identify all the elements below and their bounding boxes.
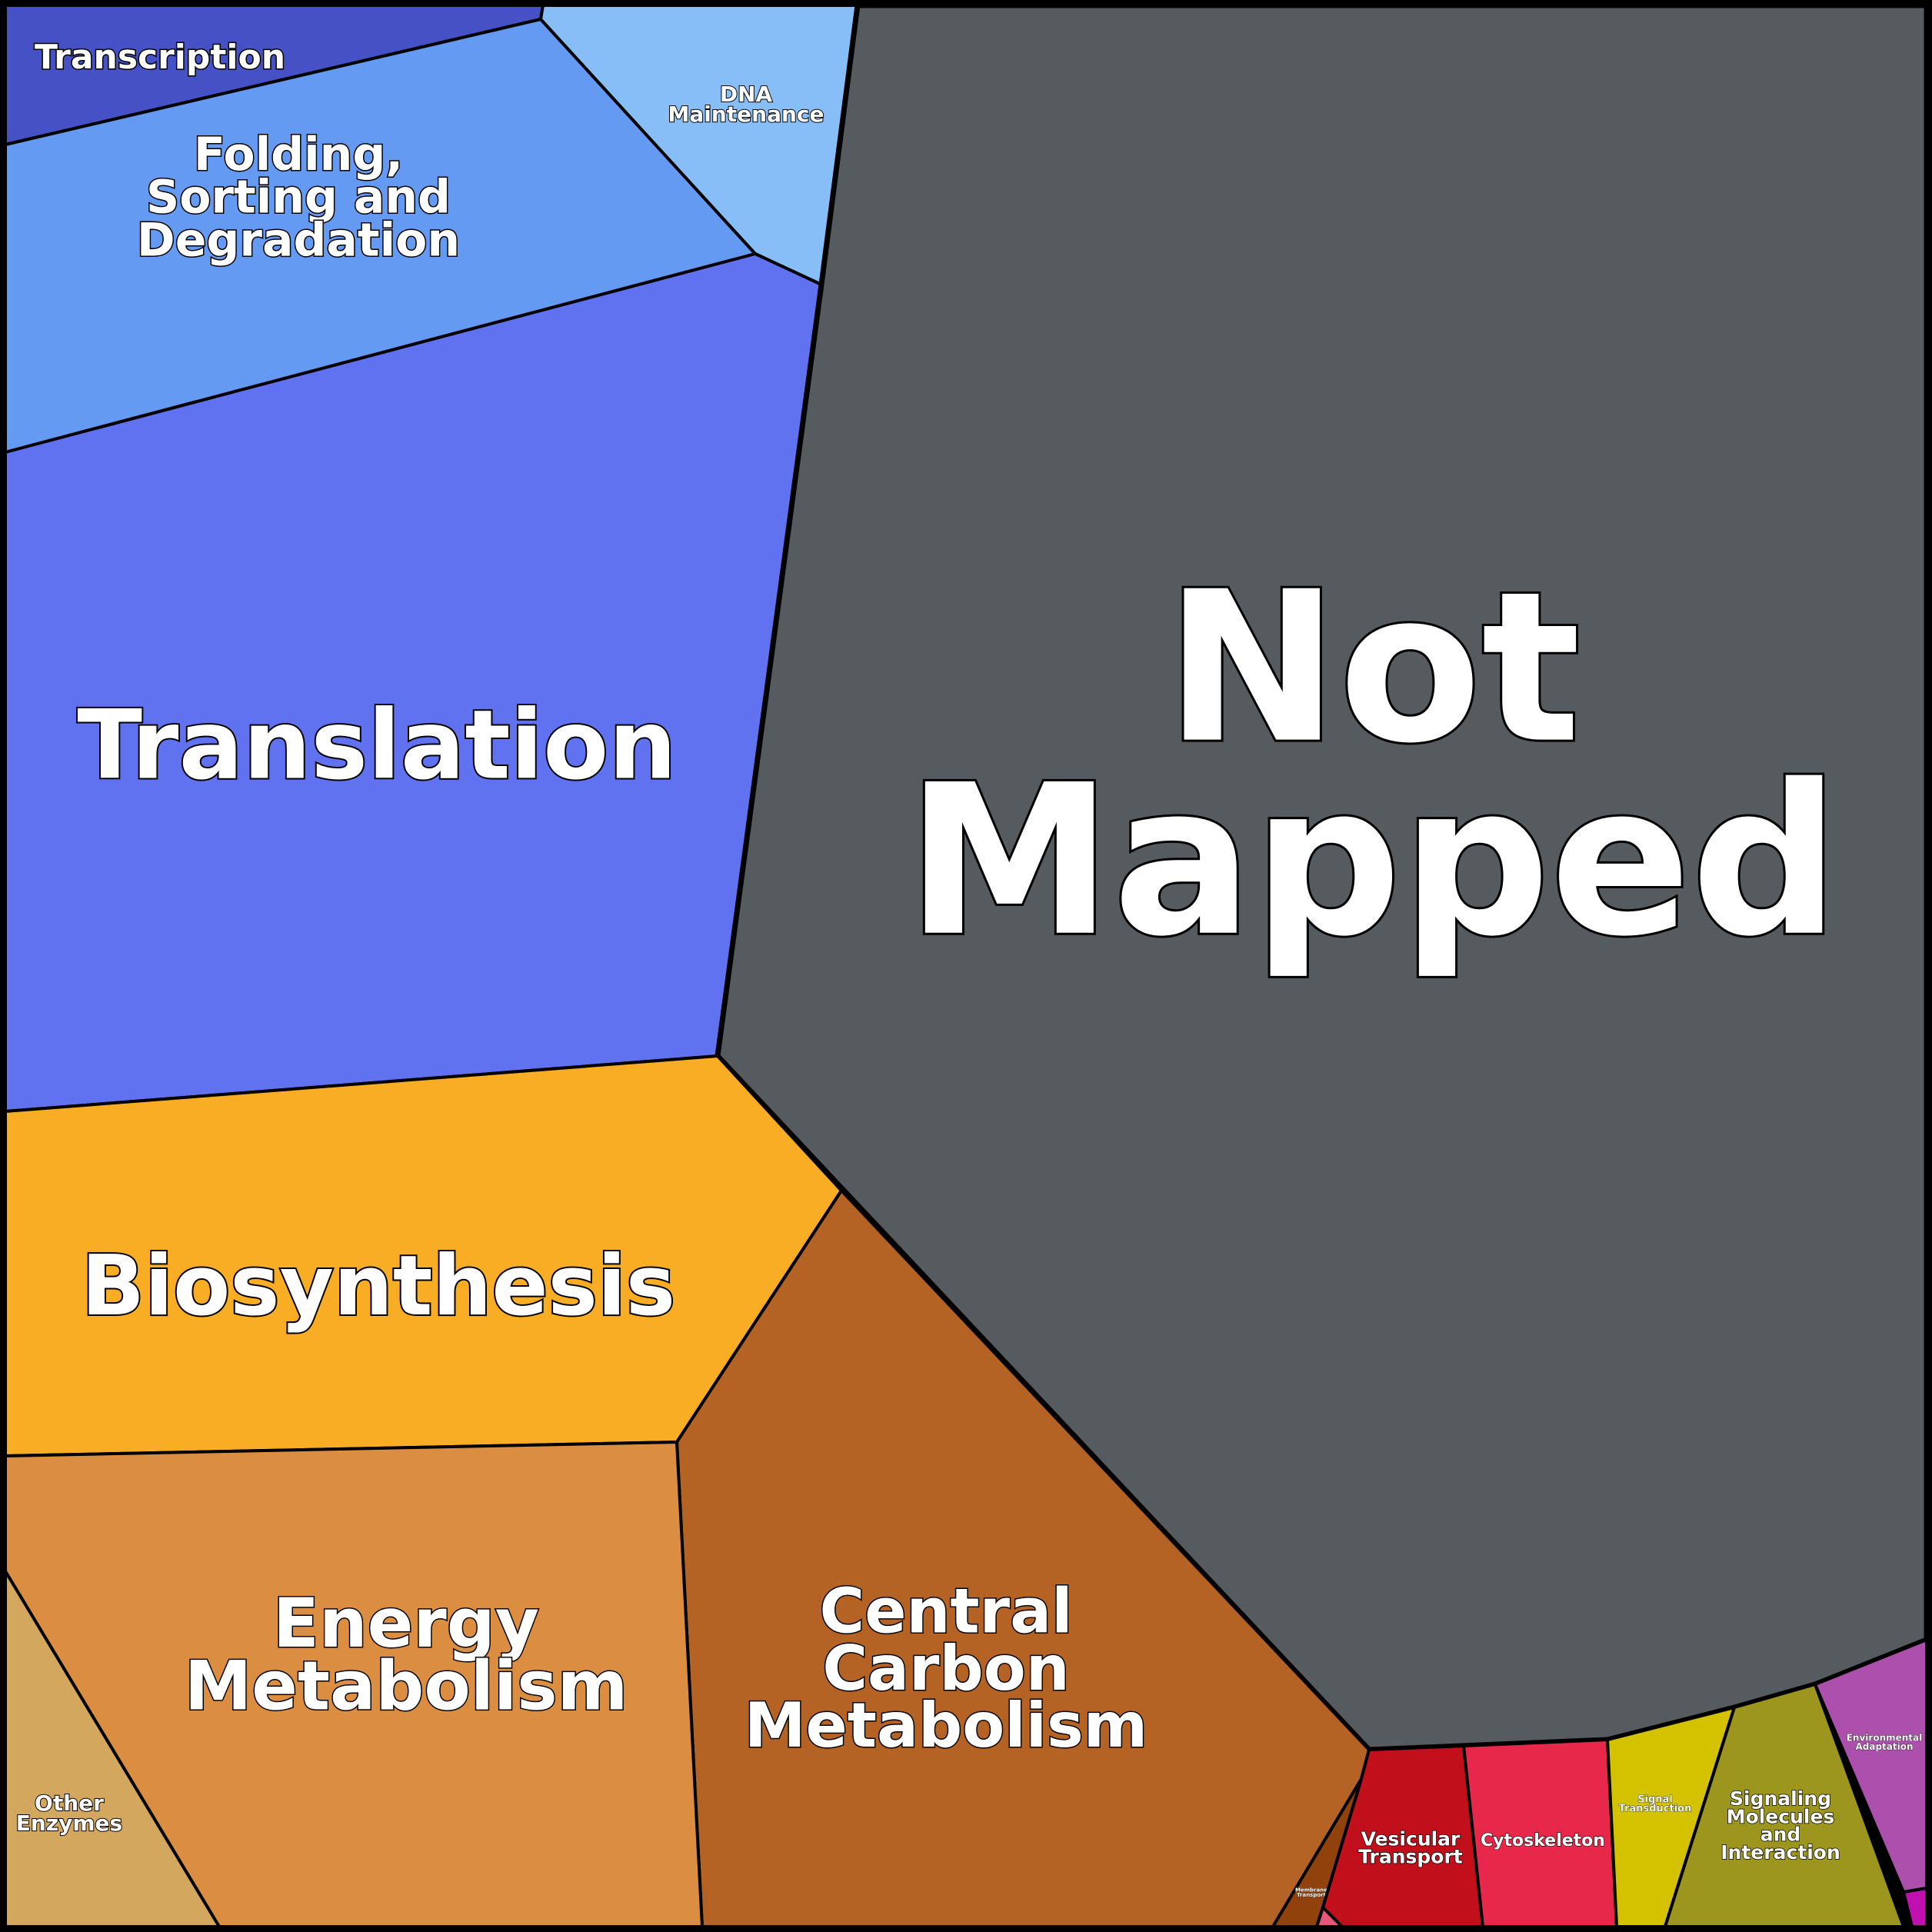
region-not-mapped[interactable]: Not Mapped — [715, 2, 1930, 1753]
energy-label-line: Metabolism — [185, 1647, 628, 1726]
signal-transduction-label-line: Transduction — [1619, 1804, 1692, 1815]
environmental-label-line: Environmental — [1847, 1733, 1923, 1744]
membrane-transport-label-line: Membrane — [1295, 1887, 1327, 1893]
region-cytoskeleton[interactable]: Cytoskeleton — [1462, 1738, 1618, 1928]
central-carbon-label-line: Central — [819, 1575, 1072, 1647]
region-vesicular[interactable]: Vesicular Transport — [1321, 1744, 1484, 1928]
folding-label-line: Degradation — [137, 213, 460, 267]
label-environmental: Environmental Adaptation — [1847, 1733, 1923, 1752]
folding-label-line: Folding, — [194, 128, 403, 182]
folding-label-line: Sorting and — [146, 171, 451, 225]
region-energy[interactable]: Energy Metabolism — [4, 1441, 704, 1928]
not-mapped-label-line: Mapped — [906, 740, 1840, 982]
signaling-molecules-label-line: and — [1760, 1824, 1801, 1846]
label-not-mapped: Not Mapped — [906, 547, 1840, 982]
region-central-carbon[interactable]: Central Carbon Metabolism — [675, 1189, 1371, 1928]
central-carbon-label-line: Carbon — [822, 1633, 1069, 1704]
label-transcription: Transcription — [35, 38, 285, 77]
label-cytoskeleton: Cytoskeleton — [1481, 1831, 1605, 1850]
region-folding[interactable]: Folding, Sorting and Degradation — [4, 18, 757, 454]
label-translation: Translation — [77, 691, 676, 801]
label-membrane-transport: Membrane Transport — [1295, 1887, 1327, 1898]
label-central-carbon: Central Carbon Metabolism — [744, 1575, 1148, 1761]
dna-label-line: Maintenance — [668, 102, 824, 127]
cytoskeleton-label-line: Cytoskeleton — [1481, 1831, 1605, 1850]
vesicular-label-line: Vesicular — [1361, 1827, 1461, 1850]
region-translation[interactable]: Translation — [4, 252, 823, 1113]
central-carbon-label-line: Metabolism — [744, 1690, 1148, 1761]
energy-label-line: Energy — [273, 1584, 539, 1663]
signaling-molecules-label-line: Interaction — [1720, 1841, 1840, 1864]
label-signaling-molecules: Signaling Molecules and Interaction — [1720, 1787, 1840, 1864]
label-folding: Folding, Sorting and Degradation — [137, 128, 460, 268]
region-biosynthesis[interactable]: Biosynthesis — [4, 1054, 843, 1457]
not-mapped-label-line: Not — [1165, 547, 1581, 789]
label-energy: Energy Metabolism — [185, 1584, 628, 1726]
translation-label-line: Translation — [77, 691, 676, 801]
other-enzymes-label-line: Other — [35, 1790, 104, 1816]
dna-label-line: DNA — [720, 82, 773, 107]
label-vesicular: Vesicular Transport — [1358, 1827, 1463, 1867]
label-dna: DNA Maintenance — [668, 82, 824, 127]
transcription-label-line: Transcription — [35, 38, 285, 77]
biosynthesis-label-line: Biosynthesis — [82, 1238, 675, 1334]
signal-transduction-label-line: Signal — [1637, 1794, 1673, 1806]
membrane-transport-label-line: Transport — [1297, 1892, 1327, 1898]
environmental-label-line: Adaptation — [1855, 1741, 1913, 1752]
region-other-enzymes[interactable]: Other Enzymes — [4, 1570, 221, 1928]
other-enzymes-label-line: Enzymes — [16, 1810, 122, 1836]
signaling-molecules-label-line: Signaling — [1730, 1787, 1831, 1810]
label-biosynthesis: Biosynthesis — [82, 1238, 675, 1334]
label-other-enzymes: Other Enzymes — [16, 1790, 122, 1836]
vesicular-label-line: Transport — [1358, 1846, 1463, 1868]
label-signal-transduction: Signal Transduction — [1619, 1794, 1692, 1815]
region-signaling-molecules[interactable]: Signaling Molecules and Interaction — [1664, 1683, 1905, 1928]
signaling-molecules-label-line: Molecules — [1727, 1805, 1835, 1827]
